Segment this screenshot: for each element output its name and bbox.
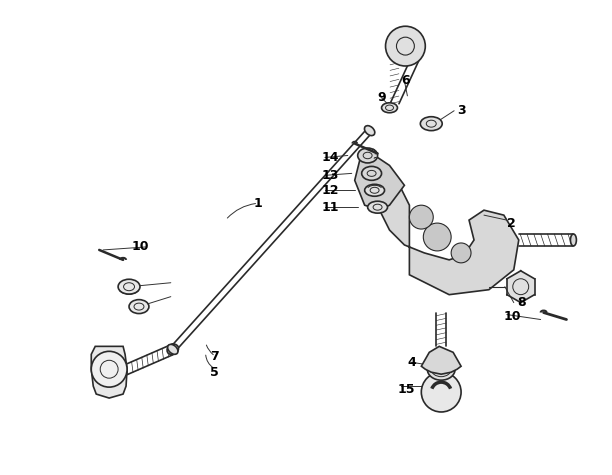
Ellipse shape [357,148,378,163]
Ellipse shape [368,201,387,213]
Text: 12: 12 [322,184,340,197]
Text: 6: 6 [401,75,410,87]
Text: 5: 5 [210,366,218,379]
Text: 1: 1 [253,197,263,209]
Ellipse shape [365,184,384,196]
Ellipse shape [570,234,577,246]
Text: 7: 7 [210,350,218,363]
Text: 10: 10 [132,240,149,254]
Ellipse shape [168,344,178,354]
Circle shape [421,372,461,412]
Circle shape [451,243,471,263]
Circle shape [409,205,433,229]
Circle shape [386,26,425,66]
Ellipse shape [118,279,140,294]
Text: 9: 9 [378,91,386,104]
Text: 13: 13 [322,169,339,182]
Ellipse shape [167,344,179,354]
Polygon shape [355,155,405,210]
Polygon shape [421,346,461,374]
Polygon shape [379,185,519,294]
Polygon shape [91,346,127,398]
Text: 2: 2 [507,217,515,229]
Text: 15: 15 [397,382,415,396]
Text: 14: 14 [322,151,340,164]
Ellipse shape [129,300,149,314]
Ellipse shape [431,362,451,377]
Ellipse shape [362,166,381,180]
Ellipse shape [420,117,442,131]
Circle shape [91,352,127,387]
Text: 3: 3 [457,104,466,117]
Text: 11: 11 [322,200,340,214]
Text: 4: 4 [408,356,416,369]
Text: 8: 8 [517,296,525,309]
Ellipse shape [427,358,455,380]
Ellipse shape [381,103,397,113]
Ellipse shape [365,126,375,135]
Circle shape [424,223,451,251]
Text: 10: 10 [504,310,521,323]
Polygon shape [507,271,534,303]
